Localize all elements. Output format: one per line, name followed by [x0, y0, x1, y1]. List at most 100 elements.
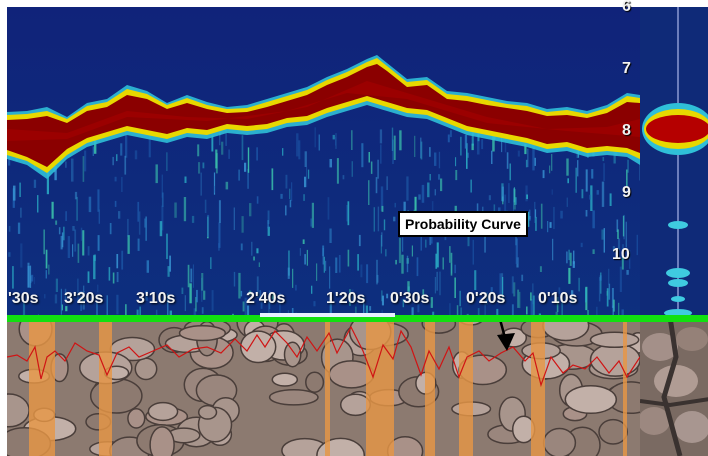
time-label: 0'30s: [390, 290, 430, 307]
noise-streak: [572, 298, 574, 304]
sidebar-blip: [668, 221, 688, 229]
noise-streak: [92, 146, 94, 156]
noise-streak: [460, 307, 462, 317]
probability-curve: [7, 325, 640, 388]
noise-streak: [248, 290, 252, 296]
noise-streak: [189, 283, 192, 304]
noise-streak: [81, 296, 83, 303]
noise-streak: [366, 264, 369, 284]
time-label: 0'20s: [466, 290, 506, 307]
noise-streak: [218, 200, 221, 223]
noise-streak: [289, 188, 291, 200]
noise-streak: [71, 158, 74, 182]
noise-streak: [416, 257, 419, 277]
noise-streak: [585, 287, 587, 303]
noise-streak: [420, 224, 422, 251]
timeline-selection[interactable]: [260, 313, 395, 317]
rock: [564, 384, 618, 415]
noise-streak: [244, 162, 247, 172]
noise-streak: [211, 290, 214, 312]
noise-streak: [118, 211, 121, 219]
noise-streak: [342, 175, 345, 180]
noise-streak: [477, 130, 480, 155]
noise-streak: [567, 178, 569, 184]
noise-streak: [114, 176, 117, 182]
noise-streak: [551, 189, 553, 195]
noise-streak: [376, 259, 378, 285]
noise-streak: [106, 295, 108, 317]
noise-streak: [137, 201, 140, 222]
noise-streak: [247, 147, 250, 173]
noise-streak: [145, 290, 148, 301]
noise-streak: [535, 216, 537, 231]
noise-streak: [329, 228, 332, 243]
noise-streak: [155, 164, 158, 184]
noise-streak: [406, 176, 409, 201]
noise-streak: [561, 299, 563, 317]
time-label: 2'40s: [246, 290, 286, 307]
noise-streak: [83, 285, 85, 292]
noise-streak: [429, 147, 431, 157]
noise-streak: [45, 270, 47, 279]
noise-streak: [77, 278, 79, 303]
noise-streak: [532, 295, 535, 316]
noise-streak: [529, 209, 531, 219]
noise-streak: [285, 174, 288, 189]
noise-streak: [322, 248, 324, 265]
noise-streak: [45, 249, 48, 269]
noise-streak: [551, 154, 553, 171]
noise-streak: [450, 252, 453, 276]
noise-streak: [72, 226, 75, 231]
noise-streak: [407, 281, 410, 292]
noise-streak: [566, 197, 568, 207]
noise-streak: [471, 127, 474, 146]
noise-streak: [434, 277, 436, 294]
highlight-bar: [29, 317, 55, 456]
noise-streak: [498, 207, 501, 213]
noise-streak: [499, 273, 501, 295]
noise-streak: [455, 157, 457, 167]
noise-streak: [373, 207, 375, 232]
noise-streak: [472, 239, 474, 265]
noise-streak: [190, 268, 193, 283]
noise-streak: [46, 169, 49, 195]
noise-streak: [253, 256, 255, 261]
rock: [149, 426, 175, 456]
noise-streak: [82, 156, 85, 182]
noise-streak: [481, 139, 484, 150]
noise-streak: [601, 181, 605, 207]
noise-streak: [427, 182, 430, 198]
noise-streak: [295, 284, 297, 291]
noise-streak: [311, 285, 313, 294]
noise-streak: [556, 296, 559, 304]
noise-streak: [622, 215, 625, 237]
noise-streak: [313, 301, 316, 307]
noise-streak: [285, 205, 287, 216]
noise-streak: [517, 150, 520, 157]
noise-streak: [585, 210, 588, 217]
noise-streak: [22, 300, 26, 317]
noise-streak: [501, 273, 504, 295]
noise-streak: [618, 302, 620, 317]
noise-streak: [51, 201, 54, 219]
noise-streak: [568, 249, 570, 261]
timeline-bar[interactable]: [7, 315, 708, 322]
bottom-echo-fringe-outer: [7, 55, 640, 179]
noise-streak: [202, 162, 205, 169]
rock: [598, 418, 628, 445]
noise-streak: [566, 251, 568, 264]
noise-streak: [394, 202, 396, 208]
echogram-view[interactable]: [7, 7, 640, 317]
rock: [134, 357, 158, 381]
noise-streak: [539, 266, 542, 272]
noise-streak: [74, 191, 78, 200]
noise-streak: [501, 186, 504, 202]
noise-streak: [267, 220, 269, 229]
noise-streak: [193, 308, 197, 317]
noise-streak: [392, 139, 394, 164]
noise-streak: [411, 245, 413, 257]
depth-label: 6: [622, 0, 631, 15]
noise-streak: [601, 229, 604, 240]
noise-streak: [447, 134, 450, 143]
noise-streak: [585, 169, 588, 192]
